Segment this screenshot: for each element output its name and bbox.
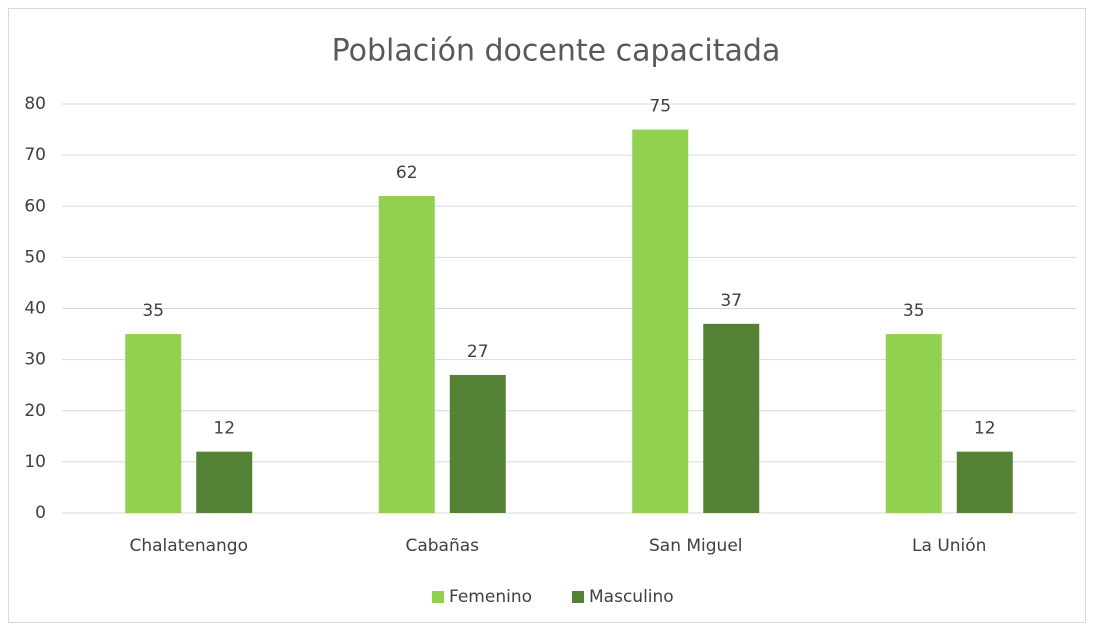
bar: [885, 334, 942, 513]
data-label: 12: [213, 419, 235, 439]
bar: [196, 451, 253, 513]
bar: [449, 374, 506, 513]
y-tick-label: 20: [24, 401, 46, 421]
data-label: 35: [142, 301, 164, 321]
data-label: 27: [467, 342, 489, 362]
legend-label: Masculino: [589, 587, 674, 607]
y-tick-label: 50: [24, 247, 46, 267]
y-tick-label: 80: [24, 94, 46, 114]
bar: [632, 129, 689, 513]
data-label: 37: [720, 291, 742, 311]
x-tick-label: La Unión: [912, 536, 986, 556]
bar: [378, 196, 435, 513]
y-tick-label: 60: [24, 196, 46, 216]
legend-swatch: [572, 591, 584, 603]
chart-title: Población docente capacitada: [332, 34, 781, 69]
y-tick-label: 40: [24, 299, 46, 319]
data-label: 12: [974, 419, 996, 439]
x-tick-label: Cabañas: [405, 536, 479, 556]
y-tick-label: 10: [24, 452, 46, 472]
data-label: 62: [396, 163, 418, 183]
bar: [956, 451, 1013, 513]
data-label: 35: [903, 301, 925, 321]
legend-label: Femenino: [449, 587, 532, 607]
data-label: 75: [649, 97, 671, 117]
x-tick-label: Chalatenango: [130, 536, 249, 556]
y-tick-label: 0: [35, 503, 46, 523]
bar: [125, 334, 182, 513]
y-tick-label: 30: [24, 350, 46, 370]
x-tick-label: San Miguel: [649, 536, 743, 556]
legend-swatch: [432, 591, 444, 603]
chart-border: [8, 8, 1086, 623]
y-tick-label: 70: [24, 145, 46, 165]
bar: [703, 323, 760, 513]
